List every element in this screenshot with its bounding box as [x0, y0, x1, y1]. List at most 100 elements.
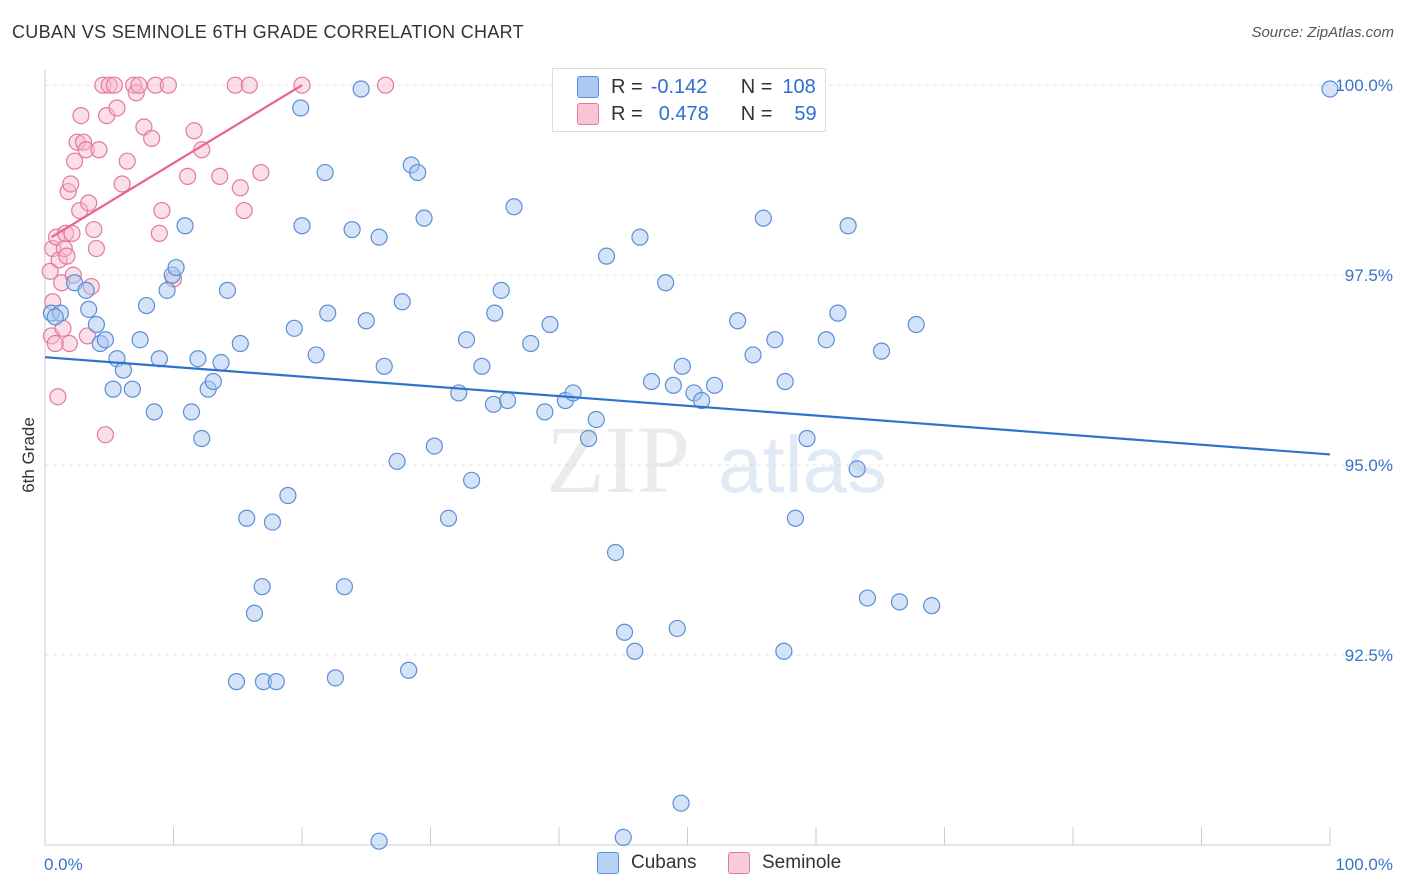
cubans-point — [1321, 80, 1339, 98]
seminole-point — [185, 122, 203, 140]
cubans-point — [775, 642, 793, 660]
cubans-point — [923, 597, 941, 615]
seminole-point — [179, 167, 197, 185]
cubans-point — [352, 80, 370, 98]
cubans-point — [137, 296, 156, 315]
cubans-point — [505, 198, 523, 216]
cubans-point — [729, 312, 747, 330]
cubans-point — [357, 312, 375, 330]
cubans-point — [754, 209, 772, 227]
cubans-point — [473, 357, 491, 375]
seminole-point — [58, 247, 76, 265]
cubans-point — [631, 228, 649, 246]
cubans-point — [463, 471, 481, 489]
cubans-point — [484, 395, 503, 413]
cubans-point — [499, 391, 517, 410]
y-tick-label: 100.0% — [1335, 76, 1393, 95]
cubans-point — [606, 543, 625, 562]
seminole-point — [78, 327, 97, 345]
cubans-point — [218, 281, 237, 299]
seminole-point — [252, 163, 270, 182]
cubans-point — [245, 604, 264, 622]
seminole-point — [231, 179, 249, 197]
seminole-point — [65, 152, 84, 170]
cubans-point — [541, 315, 559, 334]
cubans-point — [673, 357, 691, 375]
legend-row-cubans: R = -0.142 N = 108 — [577, 75, 816, 99]
legend-r-label: R = — [611, 102, 643, 125]
cubans-point — [457, 331, 476, 349]
cubans-point — [415, 209, 433, 227]
cubans-point — [87, 315, 106, 334]
cubans-point — [316, 163, 334, 182]
cubans-point — [279, 486, 297, 505]
cubans-point — [319, 304, 337, 322]
seminole-swatch — [728, 852, 750, 874]
cubans-point — [388, 452, 406, 470]
cubans-point — [370, 228, 388, 246]
seminole-point — [130, 76, 148, 94]
cubans-point — [798, 429, 816, 448]
x-tick-label: 0.0% — [44, 855, 83, 874]
legend-n-value: 59 — [794, 102, 817, 125]
cubans-point — [145, 403, 163, 421]
chart-title: CUBAN VS SEMINOLE 6TH GRADE CORRELATION … — [12, 22, 524, 42]
cubans-point — [400, 661, 418, 679]
legend-item-cubans: Cubans — [597, 852, 697, 874]
seminole-point — [159, 76, 177, 94]
tick-labels: 92.5% 95.0% 97.5% 100.0% 0.0% 100.0% — [44, 76, 1393, 874]
y-tick-label: 92.5% — [1345, 646, 1393, 665]
stats-legend: R = -0.142 N = 108 R = 0.478 N = 59 — [552, 68, 826, 132]
y-tick-label: 95.0% — [1345, 456, 1393, 475]
cubans-point — [267, 673, 285, 691]
seminole-point — [62, 175, 80, 193]
cubans-point — [123, 380, 141, 398]
seminole-point — [96, 426, 114, 444]
seminole-point — [211, 167, 229, 185]
cubans-point — [829, 304, 847, 322]
cubans-point — [292, 99, 310, 117]
cubans-point — [375, 357, 393, 375]
cubans-swatch — [597, 852, 619, 874]
cubans-point — [907, 315, 925, 334]
cubans-point — [393, 293, 411, 311]
cubans-point — [587, 410, 605, 429]
cubans-point — [522, 334, 540, 353]
cubans-point — [150, 350, 168, 368]
cubans-point — [46, 308, 64, 326]
cubans-point — [343, 220, 361, 239]
legend-n-value: 108 — [782, 75, 816, 98]
cubans-point — [705, 376, 724, 394]
cubans-point — [672, 794, 690, 812]
cubans-point — [189, 350, 207, 368]
cubans-point — [409, 163, 427, 182]
cubans-label: Cubans — [631, 852, 697, 873]
seminole-label: Seminole — [762, 852, 842, 873]
cubans-point — [326, 669, 345, 687]
seminole-point — [49, 388, 67, 406]
axes — [44, 70, 1331, 846]
x-tick-label: 100.0% — [1335, 855, 1393, 874]
cubans-point — [131, 331, 149, 349]
grid-lines — [45, 84, 1395, 656]
cubans-point — [776, 372, 794, 391]
cubans-point — [335, 578, 354, 596]
source-label: Source: ZipAtlas.com — [1251, 24, 1394, 41]
cubans-point — [285, 319, 303, 337]
cubans-point — [253, 578, 271, 596]
cubans-point — [439, 509, 458, 527]
cubans-point — [642, 372, 661, 391]
cubans-point — [839, 217, 857, 235]
cubans-point — [657, 274, 675, 292]
seminole-point — [143, 129, 161, 147]
legend-item-seminole: Seminole — [728, 852, 841, 874]
cubans-point — [104, 380, 122, 398]
cubans-point — [872, 342, 891, 360]
y-axis-label: 6th Grade — [19, 417, 38, 493]
cubans-point — [263, 513, 282, 531]
cubans-point — [858, 589, 877, 607]
seminole-point — [77, 141, 95, 159]
cubans-point — [182, 403, 201, 421]
cubans-point — [693, 391, 711, 410]
